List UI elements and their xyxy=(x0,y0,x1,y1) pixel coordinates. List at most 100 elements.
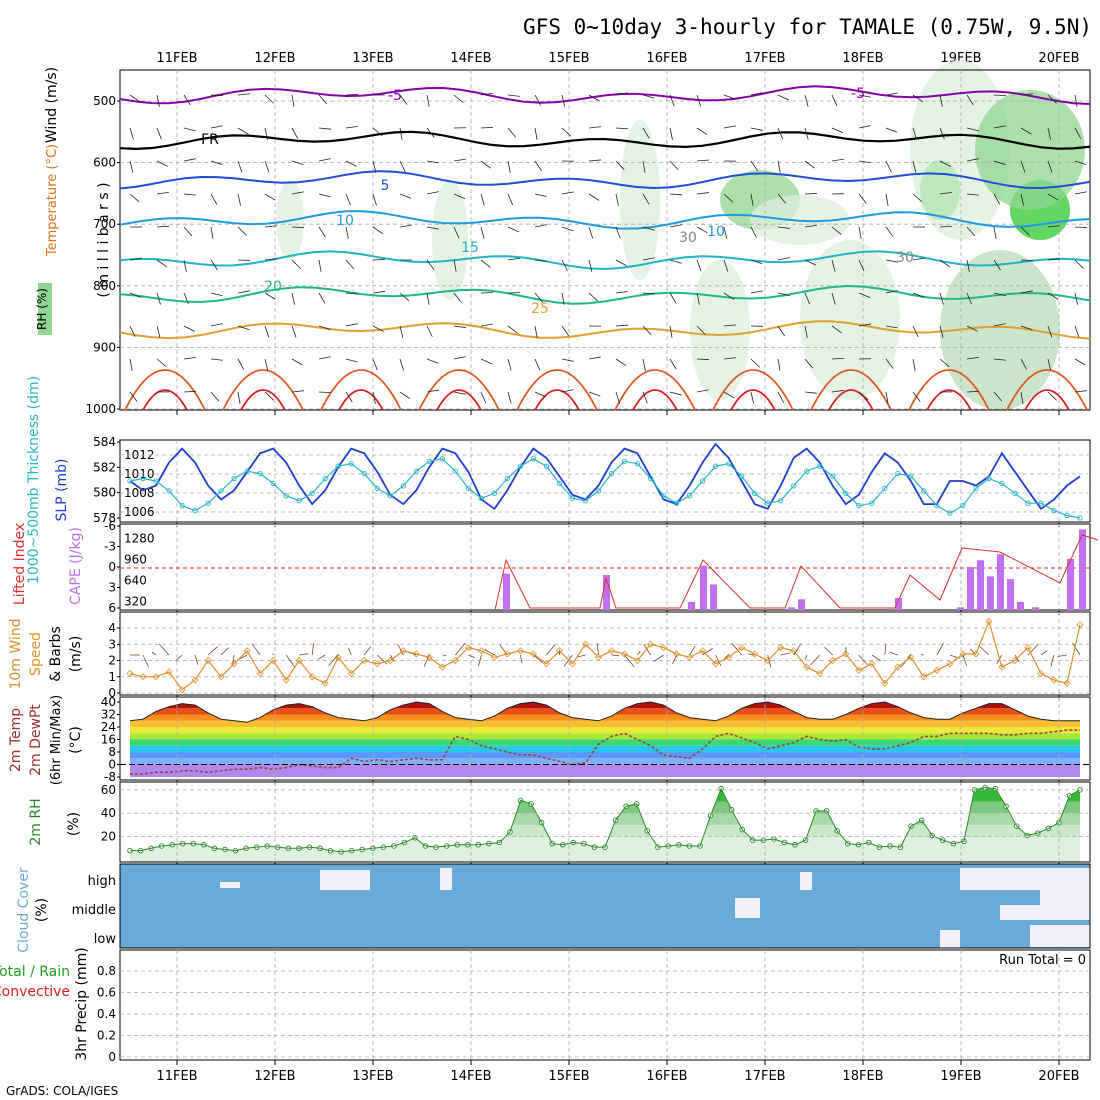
upper-air-wind-barb xyxy=(723,357,736,360)
upper-air-wind-barb xyxy=(345,125,358,129)
upper-air-wind-barb xyxy=(237,358,245,370)
wind-barb xyxy=(194,654,199,665)
upper-air-wind-barb xyxy=(912,257,925,261)
upper-air-tick-label: 700 xyxy=(93,217,116,231)
upper-air-wind-barb xyxy=(426,191,439,195)
upper-air-wind-barb xyxy=(912,127,917,140)
upper-air-wind-barb xyxy=(1020,160,1026,173)
wind-speed-point xyxy=(347,669,355,678)
upper-air-wind-barb xyxy=(183,94,191,106)
temperature-contour-30 xyxy=(418,369,500,411)
upper-air-wind-barb xyxy=(1047,94,1057,104)
upper-air-wind-barb xyxy=(480,160,491,169)
wind-barb xyxy=(767,654,772,668)
contour-label: 30 xyxy=(896,250,914,266)
wind10m-tick-label: 2 xyxy=(108,654,116,668)
wind-speed-point xyxy=(777,643,785,652)
temp-band xyxy=(130,745,1080,752)
upper-air-wind-barb xyxy=(885,92,898,96)
upper-air-wind-barb xyxy=(210,160,223,165)
upper-air-wind-barb xyxy=(453,325,466,329)
thickness-point xyxy=(270,480,276,487)
wind-barb xyxy=(978,645,990,656)
temperature-contour xyxy=(119,85,1091,105)
wind-speed-line xyxy=(129,619,1081,691)
upper-air-wind-barb xyxy=(156,192,169,195)
upper-air-wind-barb xyxy=(264,225,277,228)
upper-air-wind-barb xyxy=(696,358,710,361)
upper-air-wind-barb xyxy=(615,160,625,170)
upper-air-wind-barb xyxy=(642,160,646,173)
cape-bar xyxy=(967,567,974,610)
wind-barb xyxy=(220,647,229,656)
wind-speed-point xyxy=(126,669,134,678)
upper-air-wind-barb xyxy=(993,259,1001,271)
wind-barb xyxy=(478,654,482,667)
upper-air-wind-barb xyxy=(237,160,243,173)
upper-air-wind-barb xyxy=(723,226,728,239)
wind-barb xyxy=(889,651,898,656)
upper-air-wind-barb xyxy=(588,226,594,239)
upper-air-wind-barb xyxy=(345,193,351,206)
thickness-point xyxy=(452,468,458,474)
top-date-label: 14FEB xyxy=(450,51,491,66)
upper-air-wind-barb xyxy=(399,358,404,371)
upper-air-wind-barb xyxy=(399,127,403,140)
rh-shading xyxy=(620,120,660,280)
temperature-contour-30 xyxy=(712,369,794,411)
upper-air-wind-barb xyxy=(210,94,224,96)
upper-air-wind-barb xyxy=(561,389,574,393)
wind-barb xyxy=(455,642,466,656)
upper-air-wind-barb xyxy=(264,391,274,401)
cloud-clear-patch xyxy=(960,868,1090,890)
upper-air-wind-barb xyxy=(264,292,276,300)
upper-air-wind-barb xyxy=(453,94,464,103)
wind-barb xyxy=(576,654,586,658)
wind-barb xyxy=(780,652,791,656)
upper-air-wind-barb xyxy=(912,160,917,173)
cloud-cover-fill xyxy=(120,864,1090,948)
wind10m-tick-label: 3 xyxy=(108,637,116,651)
upper-air-wind-barb xyxy=(1020,391,1024,404)
temp2m-tick-label: -8 xyxy=(104,770,116,784)
slp-thickness-frame xyxy=(119,439,1091,523)
upper-air-wind-barb xyxy=(561,259,568,271)
upper-air-wind-barb xyxy=(156,259,168,268)
upper-air-wind-barb xyxy=(588,391,601,397)
bottom-date-label: 19FEB xyxy=(940,1069,981,1084)
upper-air-wind-barb xyxy=(642,391,648,404)
upper-air-wind-barb xyxy=(480,226,485,239)
upper-air-wind-barb xyxy=(831,259,836,272)
temp-band xyxy=(130,764,1080,777)
wind-barb xyxy=(328,654,339,666)
upper-air-wind-barb xyxy=(561,292,565,305)
wind-speed-point xyxy=(217,673,225,681)
temperature-contour xyxy=(119,250,1091,271)
upper-air-wind-barb xyxy=(642,127,650,139)
thickness-point xyxy=(973,485,979,492)
temp-band xyxy=(130,752,1080,759)
cape-bar xyxy=(977,560,984,610)
upper-air-wind-barb xyxy=(1047,225,1060,228)
run-total-label: Run Total = 0 xyxy=(999,953,1086,968)
upper-air-wind-barb xyxy=(723,125,736,129)
wind-barb xyxy=(884,643,887,656)
wind10m-frame xyxy=(119,611,1091,696)
upper-air-wind-barb xyxy=(534,224,547,228)
upper-air-wind-barb xyxy=(480,259,491,268)
upper-air-wind-barb xyxy=(966,325,978,332)
wind10m-label-a: 10m Wind xyxy=(8,618,24,689)
upper-air-wind-barb xyxy=(966,193,979,196)
upper-air-wind-barb xyxy=(345,259,355,270)
upper-air-wind-barb xyxy=(399,325,404,338)
rh-legend-swatch xyxy=(38,283,52,335)
lifted-index-axis-label: Lifted Index xyxy=(12,523,28,605)
upper-air-wind-barb xyxy=(534,127,538,140)
contour-label: -5 xyxy=(388,88,402,104)
thickness-point xyxy=(179,503,185,509)
upper-air-wind-barb xyxy=(642,292,655,295)
upper-air-wind-barb xyxy=(939,259,951,268)
upper-air-wind-barb xyxy=(426,160,439,164)
temperature-contour-30 xyxy=(320,369,402,411)
